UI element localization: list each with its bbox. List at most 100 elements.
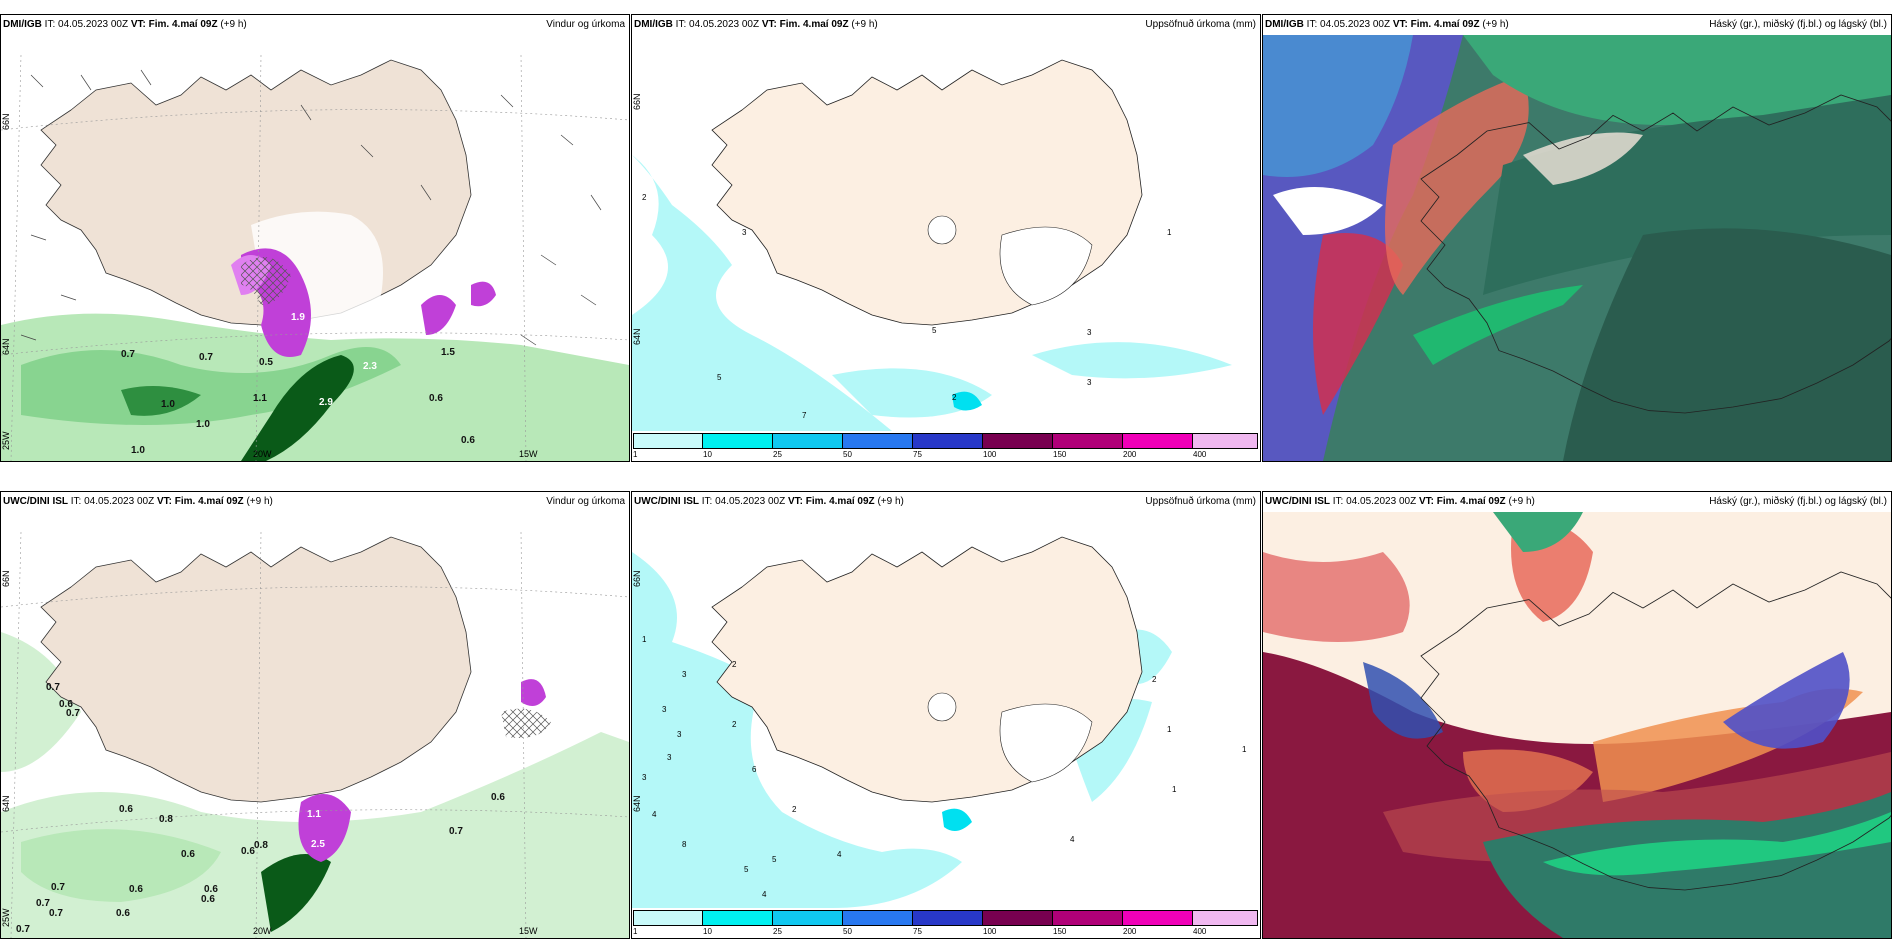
colorbar-segment [913, 433, 983, 449]
precip-value: 0.7 [449, 826, 463, 837]
map-area: 66N 64N 20W 15W 25W 0.7 0.7 0.5 1.1 1.9 … [1, 35, 629, 461]
valid-time: Fim. 4.maí 09Z [1436, 496, 1506, 507]
precip-value: 0.8 [159, 814, 173, 825]
precip-value: 1.9 [291, 312, 305, 323]
precip-value: 2 [732, 660, 737, 669]
panel-title: Háský (gr.), miðský (fj.bl.) og lágský (… [1709, 496, 1887, 507]
colorbar-segment [843, 433, 913, 449]
it-label: IT: [701, 496, 713, 507]
map-area: 66N 64N 2 3 5 5 7 1 3 3 2 [632, 35, 1260, 431]
vt-label: VT: [787, 496, 803, 507]
it-label: IT: [70, 496, 82, 507]
colorbar-tick: 1 [633, 450, 638, 459]
panel-title: Vindur og úrkoma [546, 496, 625, 507]
panel-header: DMI/IGB IT: 04.05.2023 00Z VT: Fim. 4.ma… [1, 15, 629, 35]
lead-time: (+9 h) [1508, 496, 1535, 507]
panel-dmi-accum-precip: DMI/IGB IT: 04.05.2023 00Z VT: Fim. 4.ma… [631, 14, 1261, 462]
model-name: UWC/DINI ISL [3, 496, 68, 507]
precip-value: 5 [772, 855, 777, 864]
colorbar-segment [1123, 433, 1193, 449]
precip-value: 1 [1172, 785, 1177, 794]
valid-time: Fim. 4.maí 09Z [805, 496, 875, 507]
panel-title: Vindur og úrkoma [546, 19, 625, 30]
colorbar-tick: 400 [1193, 450, 1207, 459]
colorbar-tick: 25 [773, 927, 782, 936]
it-label: IT: [1306, 19, 1318, 30]
it-label: IT: [44, 19, 56, 30]
colorbar-tick: 400 [1193, 927, 1207, 936]
colorbar: 1 10 25 50 75 100 150 200 400 [632, 908, 1260, 938]
lead-time: (+9 h) [877, 496, 904, 507]
grid-label-lon-20w: 20W [253, 449, 272, 459]
valid-time: Fim. 4.maí 09Z [779, 19, 849, 30]
precip-value: 7 [802, 411, 807, 420]
precip-value: 2.9 [319, 397, 333, 408]
grid-label-lat-64: 64N [1, 338, 11, 355]
precip-value: 0.7 [16, 924, 30, 935]
model-name: DMI/IGB [634, 19, 673, 30]
precip-value: 1 [642, 635, 647, 644]
precip-value: 0.7 [121, 349, 135, 360]
colorbar-tick: 100 [983, 927, 997, 936]
colorbar-segment [703, 910, 773, 926]
grid-label-lon-20w: 20W [253, 926, 272, 936]
init-time: 04.05.2023 00Z [84, 496, 155, 507]
panel-uwc-cloud-cover: UWC/DINI ISL IT: 04.05.2023 00Z VT: Fim.… [1262, 491, 1892, 939]
precip-value: 0.6 [241, 846, 255, 857]
vt-label: VT: [1418, 496, 1434, 507]
colorbar-tick: 75 [913, 450, 922, 459]
precip-value: 1.1 [253, 393, 267, 404]
colorbar-tick: 75 [913, 927, 922, 936]
panel-dmi-wind-precip: DMI/IGB IT: 04.05.2023 00Z VT: Fim. 4.ma… [0, 14, 630, 462]
init-time: 04.05.2023 00Z [1320, 19, 1391, 30]
precip-value: 0.6 [201, 894, 215, 905]
map-area [1263, 35, 1891, 461]
grid-label-lat-64: 64N [632, 795, 642, 812]
precip-value: 0.6 [116, 908, 130, 919]
colorbar-segment [773, 433, 843, 449]
colorbar-frame [633, 433, 1258, 449]
colorbar-segment [703, 433, 773, 449]
precip-value: 2 [732, 720, 737, 729]
lead-time: (+9 h) [220, 19, 247, 30]
panel-title: Háský (gr.), miðský (fj.bl.) og lágský (… [1709, 19, 1887, 30]
grid-label-lat-66: 66N [632, 570, 642, 587]
grid-label-lat-66: 66N [1, 570, 11, 587]
model-name: DMI/IGB [1265, 19, 1304, 30]
model-name: UWC/DINI ISL [1265, 496, 1330, 507]
precip-value: 2 [642, 193, 647, 202]
panel-title: Uppsöfnuð úrkoma (mm) [1145, 496, 1256, 507]
precip-value: 5 [717, 373, 722, 382]
grid-label-lon-25w: 25W [1, 908, 11, 927]
precip-value: 0.6 [59, 699, 73, 710]
precip-value: 0.6 [181, 849, 195, 860]
lead-time: (+9 h) [1482, 19, 1509, 30]
colorbar-tick: 50 [843, 450, 852, 459]
colorbar-tick: 50 [843, 927, 852, 936]
colorbar-tick: 150 [1053, 927, 1067, 936]
colorbar-segment [983, 910, 1053, 926]
precip-value: 3 [662, 705, 667, 714]
lead-time: (+9 h) [246, 496, 273, 507]
panel-header: UWC/DINI ISL IT: 04.05.2023 00Z VT: Fim.… [1, 492, 629, 512]
colorbar-tick: 1 [633, 927, 638, 936]
panel-dmi-cloud-cover: DMI/IGB IT: 04.05.2023 00Z VT: Fim. 4.ma… [1262, 14, 1892, 462]
it-label: IT: [1332, 496, 1344, 507]
precip-value: 0.6 [429, 393, 443, 404]
panel-uwc-accum-precip: UWC/DINI ISL IT: 04.05.2023 00Z VT: Fim.… [631, 491, 1261, 939]
panel-header: UWC/DINI ISL IT: 04.05.2023 00Z VT: Fim.… [1263, 492, 1891, 512]
map-area [1263, 512, 1891, 938]
precip-value: 3 [677, 730, 682, 739]
precip-value: 2.3 [363, 361, 377, 372]
colorbar-tick: 200 [1123, 450, 1137, 459]
model-name: DMI/IGB [3, 19, 42, 30]
precip-value: 0.6 [204, 884, 218, 895]
model-name: UWC/DINI ISL [634, 496, 699, 507]
valid-time: Fim. 4.maí 09Z [148, 19, 218, 30]
precip-value: 1 [1167, 725, 1172, 734]
precip-value: 1.0 [131, 445, 145, 456]
precip-value: 0.7 [199, 352, 213, 363]
precip-value: 0.7 [66, 708, 80, 719]
colorbar-tick: 200 [1123, 927, 1137, 936]
precip-value: 0.7 [51, 882, 65, 893]
